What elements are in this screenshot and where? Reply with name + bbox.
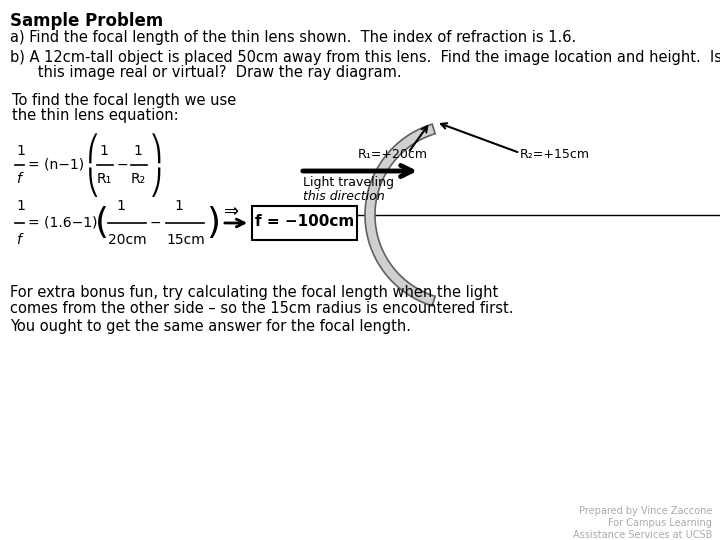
Bar <box>252 206 357 240</box>
Text: R₂=+15cm: R₂=+15cm <box>520 148 590 161</box>
Text: For extra bonus fun, try calculating the focal length when the light: For extra bonus fun, try calculating the… <box>10 285 498 300</box>
Text: To find the focal length we use: To find the focal length we use <box>12 93 236 108</box>
Text: a) Find the focal length of the thin lens shown.  The index of refraction is 1.6: a) Find the focal length of the thin len… <box>10 30 576 45</box>
Text: the thin lens equation:: the thin lens equation: <box>12 108 179 123</box>
Text: −: − <box>117 158 129 172</box>
Text: this image real or virtual?  Draw the ray diagram.: this image real or virtual? Draw the ray… <box>10 65 402 80</box>
Text: −: − <box>150 216 161 230</box>
Text: Sample Problem: Sample Problem <box>10 12 163 30</box>
Text: ⎛
⎝: ⎛ ⎝ <box>87 133 99 197</box>
Text: 1: 1 <box>16 144 25 158</box>
Text: For Campus Learning: For Campus Learning <box>608 518 712 528</box>
Text: Assistance Services at UCSB: Assistance Services at UCSB <box>572 530 712 540</box>
Polygon shape <box>365 124 435 306</box>
Text: 20cm: 20cm <box>108 233 147 247</box>
Text: 1: 1 <box>16 199 25 213</box>
Text: f: f <box>16 233 21 247</box>
Text: = (1.6−1): = (1.6−1) <box>28 216 97 230</box>
Text: R₁=+20cm: R₁=+20cm <box>358 148 428 161</box>
Text: = (n−1): = (n−1) <box>28 158 84 172</box>
Text: 15cm: 15cm <box>166 233 204 247</box>
Text: f = −100cm: f = −100cm <box>255 214 354 230</box>
Text: Light traveling: Light traveling <box>303 176 394 189</box>
Text: f: f <box>16 172 21 186</box>
Text: You ought to get the same answer for the focal length.: You ought to get the same answer for the… <box>10 319 411 334</box>
Text: 1: 1 <box>116 199 125 213</box>
Text: ⇒: ⇒ <box>224 203 239 221</box>
Text: R₂: R₂ <box>131 172 146 186</box>
Text: 1: 1 <box>99 144 108 158</box>
Text: (: ( <box>95 206 109 240</box>
Text: comes from the other side – so the 15cm radius is encountered first.: comes from the other side – so the 15cm … <box>10 301 513 316</box>
Text: R₁: R₁ <box>97 172 112 186</box>
Text: b) A 12cm-tall object is placed 50cm away from this lens.  Find the image locati: b) A 12cm-tall object is placed 50cm awa… <box>10 50 720 65</box>
Text: ⎞
⎠: ⎞ ⎠ <box>150 133 163 197</box>
Text: Prepared by Vince Zaccone: Prepared by Vince Zaccone <box>579 506 712 516</box>
Text: this direction: this direction <box>303 190 384 203</box>
Text: ): ) <box>206 206 220 240</box>
Text: 1: 1 <box>133 144 142 158</box>
Text: 1: 1 <box>174 199 183 213</box>
